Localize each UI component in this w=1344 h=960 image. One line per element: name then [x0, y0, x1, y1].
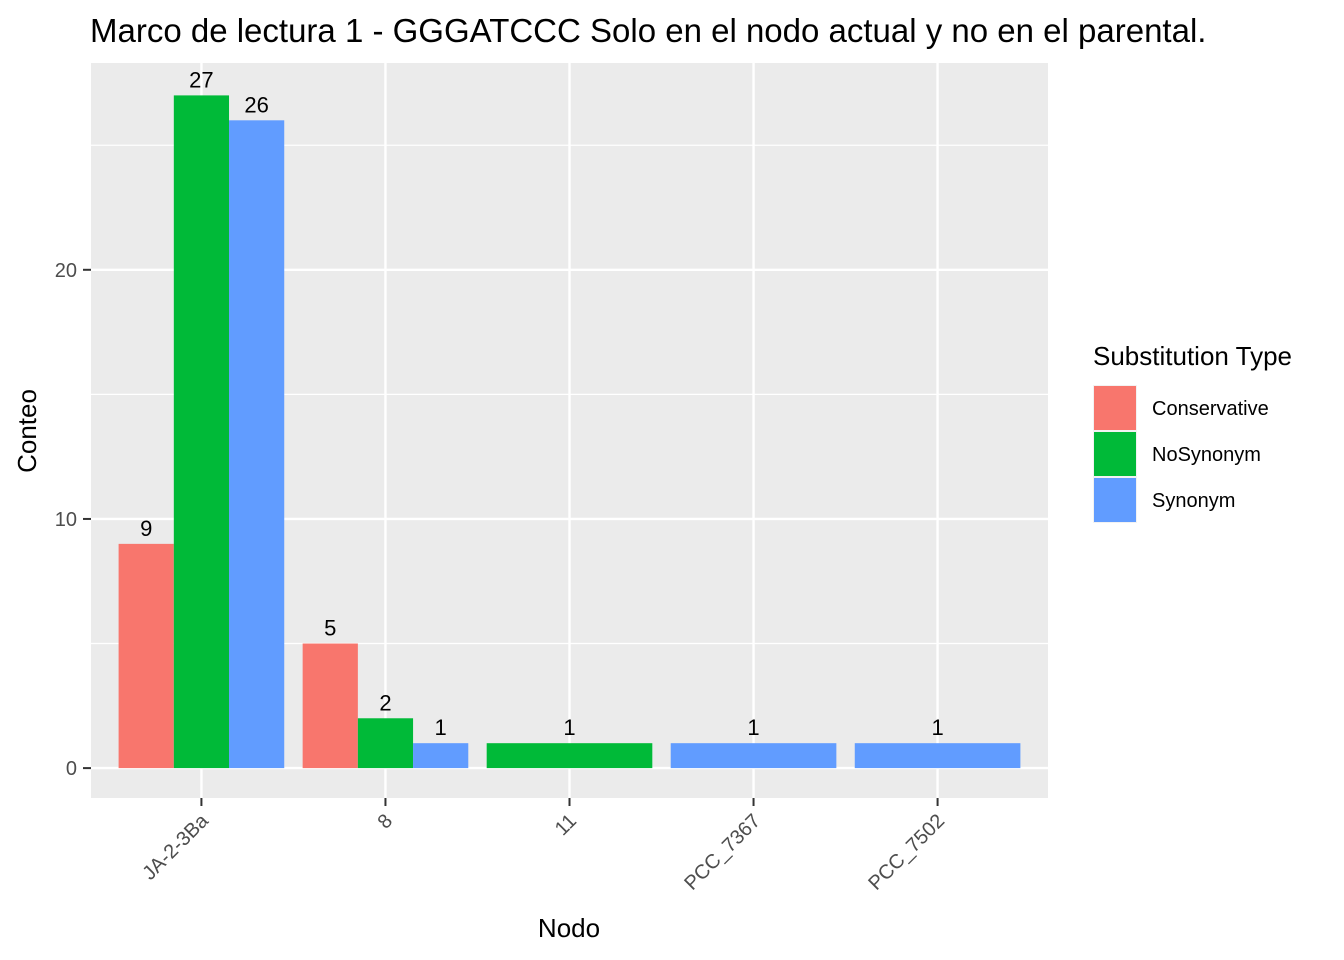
- bar-nosynonym: [173, 95, 230, 769]
- x-tick-label: PCC_7502: [864, 810, 949, 895]
- y-tick-label: 0: [66, 758, 77, 780]
- x-axis-title: Nodo: [538, 913, 600, 943]
- y-axis-title: Conteo: [12, 389, 42, 473]
- x-tick-label: 11: [551, 810, 581, 840]
- bar-labels: 9 27 26 5 2 1 1 1 1: [140, 67, 944, 740]
- legend-swatch-conservative: [1094, 386, 1136, 430]
- bar-value-label: 5: [324, 616, 336, 641]
- legend-label: Synonym: [1152, 490, 1235, 512]
- bar-conservative: [118, 543, 174, 769]
- bar-synonym: [413, 743, 469, 769]
- bar-value-label: 1: [563, 715, 575, 740]
- y-axis: 0 10 20: [55, 260, 91, 780]
- bars: [118, 95, 1021, 769]
- chart-title: Marco de lectura 1 - GGGATCCC Solo en el…: [90, 12, 1206, 49]
- legend: Substitution Type Conservative NoSynonym S…: [1093, 341, 1292, 523]
- legend-swatch-nosynonym: [1094, 432, 1136, 476]
- x-tick-label: PCC_7367: [680, 810, 765, 895]
- x-tick-label: JA-2-3Ba: [138, 809, 213, 884]
- bar-nosynonym: [357, 718, 414, 769]
- legend-label: NoSynonym: [1152, 444, 1261, 466]
- bar-nosynonym: [486, 743, 653, 769]
- bar-value-label: 27: [189, 67, 213, 92]
- bar-value-label: 1: [931, 715, 943, 740]
- bar-synonym: [854, 743, 1021, 769]
- bar-value-label: 9: [140, 516, 152, 541]
- legend-swatch-synonym: [1094, 478, 1136, 522]
- bar-conservative: [302, 643, 358, 769]
- x-tick-label: 8: [374, 810, 397, 833]
- bar-value-label: 26: [244, 92, 268, 117]
- legend-items: Conservative NoSynonym Synonym: [1093, 385, 1269, 523]
- bar-value-label: 2: [379, 690, 391, 715]
- bar-synonym: [670, 743, 837, 769]
- y-tick-label: 20: [55, 260, 77, 282]
- legend-title: Substitution Type: [1093, 341, 1292, 371]
- x-axis: JA-2-3Ba 8 11 PCC_7367 PCC_7502: [138, 798, 949, 895]
- legend-label: Conservative: [1152, 398, 1269, 420]
- y-tick-label: 10: [55, 509, 77, 531]
- bar-value-label: 1: [747, 715, 759, 740]
- bar-value-label: 1: [435, 715, 447, 740]
- bar-synonym: [229, 120, 285, 769]
